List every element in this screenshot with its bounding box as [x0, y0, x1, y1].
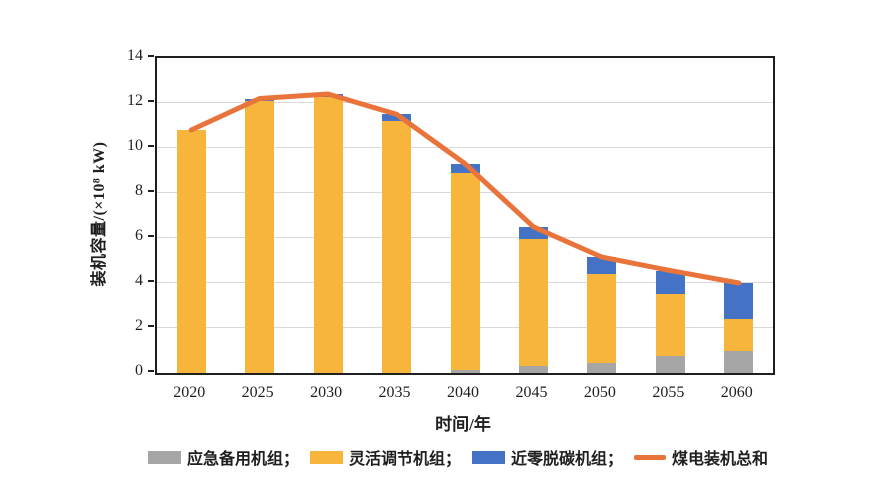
bar-segment [245, 100, 275, 373]
y-tick-label: 10 [127, 137, 143, 154]
bar-2035 [382, 58, 412, 373]
legend: 应急备用机组； 灵活调节机组； 近零脱碳机组； 煤电装机总和 [148, 444, 788, 470]
bar-segment [518, 366, 548, 373]
bar-segment [450, 163, 480, 173]
legend-label: 灵活调节机组； [349, 451, 462, 468]
legend-label: 近零脱碳机组； [511, 451, 624, 468]
flexible-swatch-icon [310, 450, 344, 464]
y-tick-label: 2 [135, 317, 143, 334]
y-axis-tick [148, 55, 154, 57]
bar-segment [655, 356, 685, 373]
bar-segment [724, 350, 754, 373]
x-tick-label: 2040 [447, 384, 479, 401]
y-tick-label: 0 [135, 362, 143, 379]
y-axis-tick [148, 280, 154, 282]
legend-item-total-line: 煤电装机总和 [634, 445, 768, 469]
y-tick-label: 6 [135, 227, 143, 244]
x-tick-label: 2060 [720, 384, 753, 401]
bar-segment [587, 274, 617, 363]
x-tick-label: 2055 [652, 384, 685, 401]
bar-segment [382, 121, 412, 373]
bar-segment [382, 114, 412, 121]
bar-2045 [518, 58, 548, 373]
y-axis-tick [148, 100, 154, 102]
y-tick-label: 14 [127, 47, 143, 64]
bar-segment [655, 294, 685, 357]
y-tick-label: 12 [127, 92, 143, 109]
bar-segment [176, 130, 206, 373]
bar-segment [313, 97, 343, 373]
bar-segment [587, 362, 617, 373]
bar-segment [313, 94, 343, 98]
emergency-swatch-icon [148, 450, 181, 464]
bar-segment [450, 172, 480, 370]
total-line-swatch-icon [634, 454, 667, 460]
bar-segment [587, 257, 617, 274]
y-axis-tick [148, 370, 154, 372]
bar-segment [450, 369, 480, 373]
bar-2055 [655, 58, 685, 373]
legend-label: 应急备用机组； [187, 451, 300, 468]
plot-area [155, 56, 775, 375]
bar-2025 [245, 58, 275, 373]
y-tick-label: 8 [135, 182, 143, 199]
y-axis-tick [148, 325, 154, 327]
bar-segment [724, 283, 754, 319]
x-tick-label: 2035 [378, 384, 411, 401]
y-axis-title: 装机容量/(×10⁸ kW) [91, 141, 108, 287]
y-axis-tick [148, 190, 154, 192]
bar-segment [724, 319, 754, 351]
x-tick-label: 2020 [173, 384, 206, 401]
x-tick-label: 2050 [583, 384, 616, 401]
y-axis-tick [148, 235, 154, 237]
bar-2020 [176, 58, 206, 373]
bar-2030 [313, 58, 343, 373]
bar-segment [245, 98, 275, 101]
y-tick-label: 4 [135, 272, 143, 289]
legend-item-flexible: 灵活调节机组； [310, 445, 461, 469]
x-tick-label: 2045 [515, 384, 548, 401]
bar-2060 [724, 58, 754, 373]
bar-segment [518, 226, 548, 240]
x-axis-title: 时间/年 [435, 415, 491, 434]
bar-2050 [587, 58, 617, 373]
legend-label: 煤电装机总和 [672, 451, 769, 468]
legend-item-emergency: 应急备用机组； [148, 445, 299, 469]
x-tick-label: 2025 [241, 384, 274, 401]
bar-segment [518, 239, 548, 367]
bar-segment [655, 270, 685, 295]
y-axis-tick [148, 145, 154, 147]
nearzero-swatch-icon [472, 450, 506, 464]
bar-2040 [450, 58, 480, 373]
legend-item-nearzero: 近零脱碳机组； [472, 445, 623, 469]
x-tick-label: 2030 [310, 384, 343, 401]
